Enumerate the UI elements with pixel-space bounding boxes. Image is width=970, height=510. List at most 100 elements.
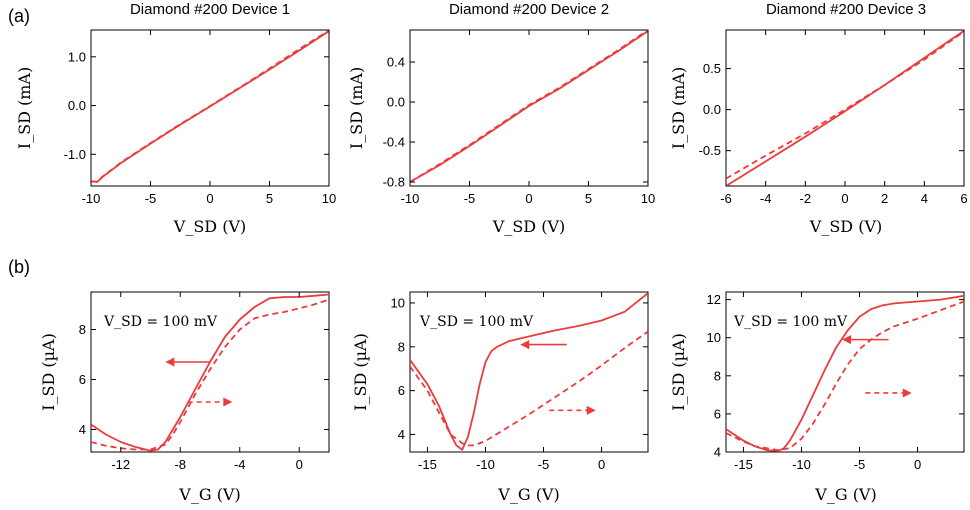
panel-label-a: (a): [8, 6, 30, 26]
chart-title: Diamond #200 Device 1: [130, 1, 290, 18]
x-tick-label: 4: [921, 191, 928, 206]
chart-device-2-transfer: V_SD = 100 mV -15 -10 -5 0 4 6 8 10 V_G …: [351, 291, 649, 504]
x-tick-label: -10: [476, 457, 495, 472]
y-ticks: 4 6 8 10: [391, 295, 405, 442]
y-tick-label: 12: [707, 292, 721, 307]
panel-label-b: (b): [8, 257, 30, 277]
x-tick-label: 0: [914, 457, 921, 472]
y-tick-label: -0.5: [699, 143, 721, 158]
series-line-solid: [726, 30, 964, 186]
y-ticks: 4 6 8 10 12: [707, 292, 721, 459]
x-tick-label: -4: [760, 191, 772, 206]
y-tick-label: 8: [79, 322, 86, 337]
x-tick-label: -8: [174, 457, 186, 472]
y-ticks: 4 6 8: [79, 322, 86, 437]
y-tick-label: -0.8: [383, 175, 405, 190]
series-layer: [726, 294, 964, 452]
x-tick-label: -6: [720, 191, 732, 206]
y-tick-label: 8: [398, 339, 405, 354]
chart-device-1-iv: Diamond #200 Device 1 -10 -5 0 5 10 -1.0…: [15, 1, 336, 236]
x-tick-label: -5: [538, 457, 550, 472]
x-tick-label: 0: [296, 457, 303, 472]
y-tick-label: 6: [398, 383, 405, 398]
x-ticks: -10 -5 0 5 10: [401, 191, 656, 206]
plot-frame: [725, 29, 965, 187]
x-ticks: -15 -10 -5 0: [734, 457, 921, 472]
arrow-right-icon: [902, 388, 912, 398]
x-ticks: -10 -5 0 5 10: [82, 191, 337, 206]
y-tick-label: 10: [707, 330, 721, 345]
y-ticks: -1.0 0.0 1.0: [64, 49, 86, 162]
x-axis-label: V_G (V): [814, 485, 876, 504]
series-layer: [410, 292, 648, 451]
arrow-right-icon: [223, 397, 233, 407]
vsd-annotation: V_SD = 100 mV: [103, 314, 218, 330]
chart-device-1-transfer: V_SD = 100 mV -12 -8 -4 0 4 6 8 V_G (V) …: [39, 291, 330, 504]
arrow-left-icon: [165, 357, 175, 367]
x-tick-label: -10: [792, 457, 811, 472]
arrow-left-icon: [520, 340, 530, 350]
x-tick-label: 0: [841, 191, 848, 206]
series-line-dashed: [410, 330, 648, 447]
chart-title: Diamond #200 Device 3: [766, 1, 926, 18]
y-tick-label: 0.0: [703, 102, 721, 117]
series-line-dashed: [410, 30, 648, 183]
x-tick-label: -2: [800, 191, 812, 206]
y-tick-label: -0.4: [383, 135, 405, 150]
plot-frame: [725, 291, 965, 453]
x-tick-label: -12: [111, 457, 130, 472]
y-tick-label: 4: [79, 422, 86, 437]
series-layer: [91, 293, 329, 452]
y-ticks: -0.8 -0.4 0.0 0.4: [383, 55, 405, 190]
series-line-solid: [410, 292, 648, 451]
plot-frame: [409, 291, 649, 453]
series-line-dashed: [726, 300, 964, 451]
y-axis-label: I_SD (µA): [351, 333, 370, 411]
x-axis-label: V_SD (V): [809, 217, 882, 236]
vsd-annotation: V_SD = 100 mV: [733, 314, 848, 330]
y-tick-label: 4: [714, 445, 721, 460]
x-axis-label: V_G (V): [178, 485, 240, 504]
x-tick-label: -15: [418, 457, 437, 472]
y-axis-label: I_SD (µA): [669, 333, 688, 411]
x-tick-label: 10: [322, 191, 336, 206]
x-tick-label: 0: [206, 191, 213, 206]
y-tick-label: 6: [714, 406, 721, 421]
y-tick-label: 0.0: [387, 95, 405, 110]
y-ticks: -0.5 0.0 0.5: [699, 61, 721, 158]
vsd-annotation: V_SD = 100 mV: [419, 314, 534, 330]
series-layer: [91, 30, 329, 183]
x-tick-label: 10: [641, 191, 655, 206]
series-line-dashed: [726, 30, 964, 180]
y-axis-label: I_SD (mA): [15, 67, 34, 149]
x-tick-label: 0: [598, 457, 605, 472]
series-line-dashed: [91, 298, 329, 451]
x-tick-label: -15: [734, 457, 753, 472]
chart-device-3-transfer: V_SD = 100 mV -15 -10 -5 0 4 6 8 10 12 V…: [669, 291, 965, 504]
y-axis-label: I_SD (mA): [347, 67, 366, 149]
y-tick-label: 0.5: [703, 61, 721, 76]
y-tick-label: 10: [391, 295, 405, 310]
x-tick-label: -10: [82, 191, 101, 206]
x-axis-label: V_SD (V): [492, 217, 565, 236]
series-line-dashed: [91, 30, 329, 183]
chart-device-3-iv: Diamond #200 Device 3 -6 -4 -2 0 2 4 6 -…: [669, 1, 968, 236]
x-tick-label: -5: [464, 191, 476, 206]
x-tick-label: -10: [401, 191, 420, 206]
x-ticks: -6 -4 -2 0 2 4 6: [720, 191, 967, 206]
series-layer: [410, 30, 648, 183]
x-ticks: -15 -10 -5 0: [418, 457, 605, 472]
series-layer: [726, 30, 964, 186]
arrow-left-icon: [842, 335, 852, 345]
x-tick-label: 5: [266, 191, 273, 206]
arrow-right-icon: [586, 405, 596, 415]
plot-frame: [90, 291, 330, 453]
series-line-solid: [91, 293, 329, 452]
y-tick-label: 0.4: [387, 55, 405, 70]
y-axis-label: I_SD (mA): [669, 67, 688, 149]
y-axis-label: I_SD (µA): [39, 333, 58, 411]
chart-device-2-iv: Diamond #200 Device 2 -10 -5 0 5 10 -0.8…: [347, 1, 655, 236]
plot-frame: [409, 29, 649, 187]
x-axis-label: V_SD (V): [173, 217, 246, 236]
y-tick-label: 1.0: [68, 49, 86, 64]
